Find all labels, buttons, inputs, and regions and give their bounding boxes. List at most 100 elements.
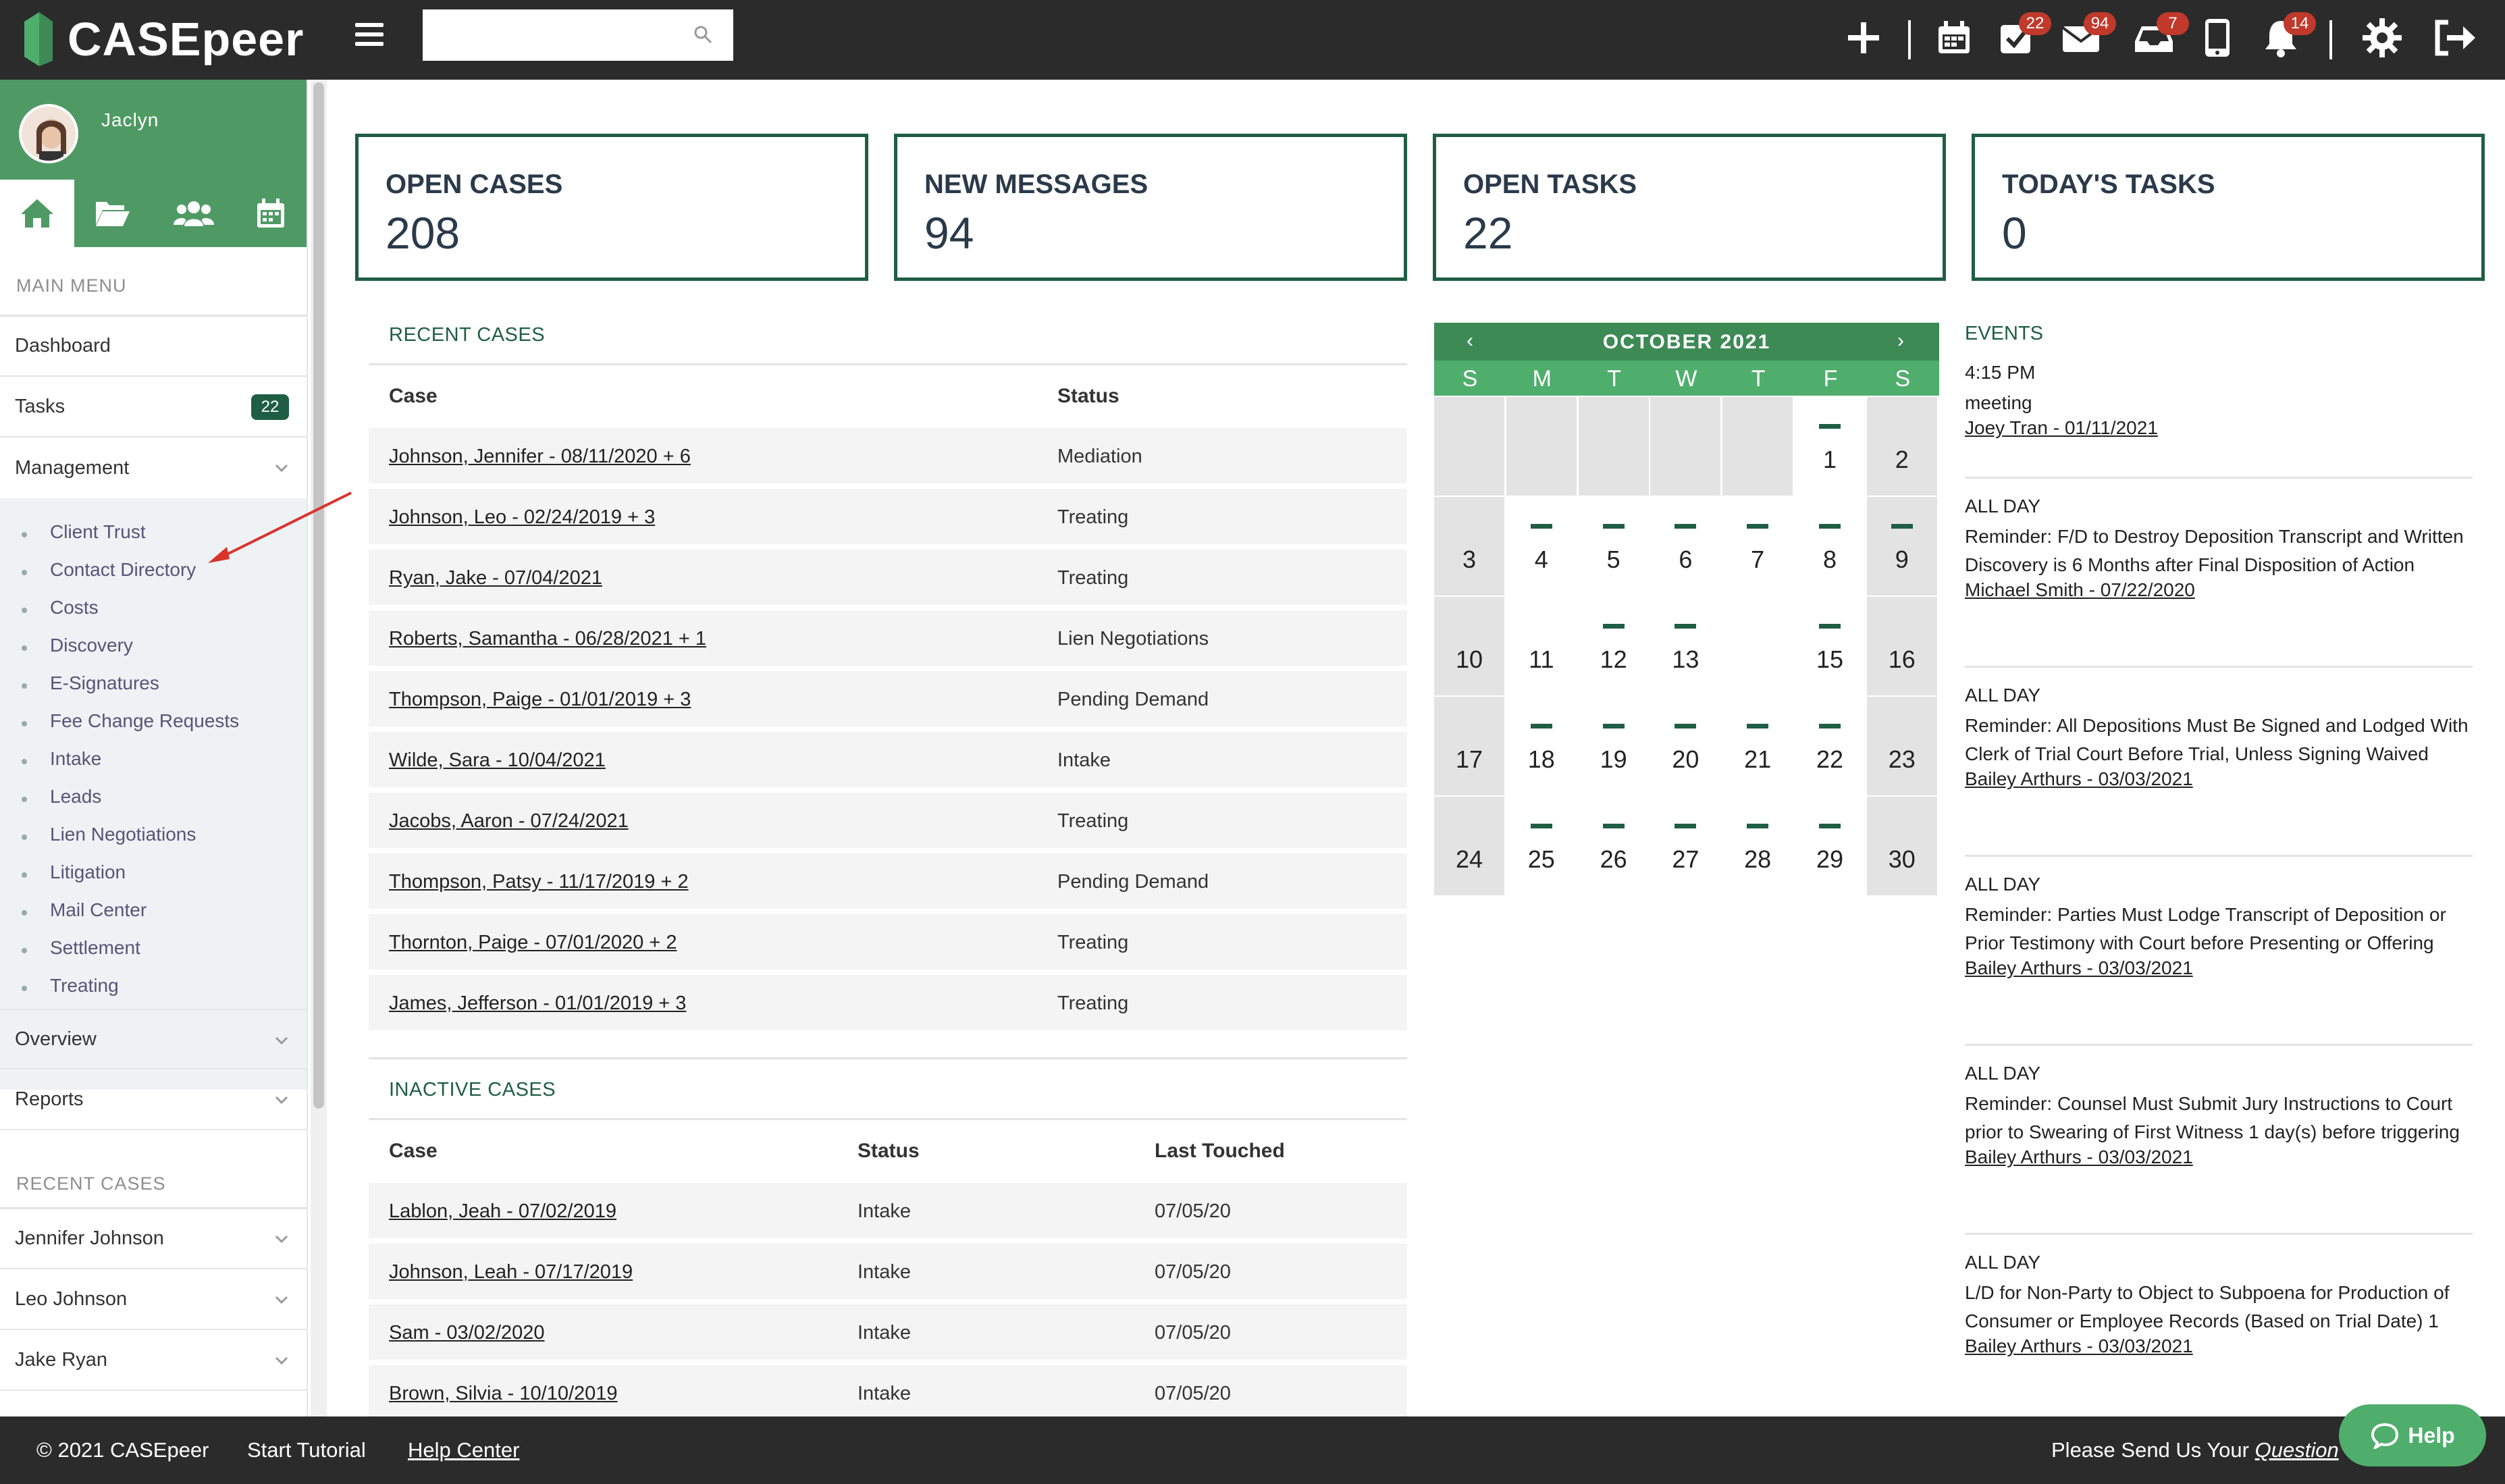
- recent-case-item[interactable]: Leo Johnson: [0, 1269, 307, 1330]
- submenu-item-contact-directory[interactable]: Contact Directory: [50, 559, 196, 580]
- gear-icon[interactable]: [2361, 16, 2404, 59]
- stat-card-new-messages[interactable]: NEW MESSAGES 94: [894, 134, 1407, 281]
- calendar-day-21[interactable]: 21: [1722, 697, 1793, 795]
- calendar-day-11[interactable]: 11: [1506, 597, 1577, 695]
- calendar-day-30[interactable]: 30: [1866, 797, 1937, 895]
- plus-icon[interactable]: [1842, 16, 1885, 59]
- search-input[interactable]: [423, 9, 733, 61]
- calendar-day-20[interactable]: 20: [1650, 697, 1721, 795]
- cases-tab[interactable]: [76, 180, 150, 247]
- event-case-link[interactable]: Michael Smith - 07/22/2020: [1965, 579, 2195, 600]
- submenu-item-client-trust[interactable]: Client Trust: [50, 521, 146, 542]
- calendar-day-12[interactable]: 12: [1578, 597, 1649, 695]
- calendar-icon[interactable]: [1932, 16, 1976, 59]
- home-tab[interactable]: [0, 180, 74, 247]
- calendar-day-9[interactable]: 9: [1866, 497, 1937, 595]
- avatar[interactable]: [19, 104, 78, 163]
- calendar-day-6[interactable]: 6: [1650, 497, 1721, 595]
- hamburger-menu-icon[interactable]: [355, 23, 384, 47]
- sidebar-item-overview[interactable]: Overview: [0, 1009, 307, 1069]
- case-link[interactable]: Lablon, Jeah - 07/02/2019: [389, 1200, 616, 1222]
- submenu-item-fee-change-requests[interactable]: Fee Change Requests: [50, 710, 240, 731]
- calendar-day-19[interactable]: 19: [1578, 697, 1649, 795]
- sidebar-scrollbar[interactable]: [311, 80, 327, 1416]
- submenu-item-intake[interactable]: Intake: [50, 748, 102, 769]
- case-link[interactable]: Brown, Silvia - 10/10/2019: [389, 1383, 618, 1404]
- start-tutorial-link[interactable]: Start Tutorial: [247, 1438, 366, 1462]
- recent-case-item[interactable]: Jennifer Johnson: [0, 1209, 307, 1269]
- submenu-item-lien-negotiations[interactable]: Lien Negotiations: [50, 824, 196, 845]
- case-link[interactable]: Wilde, Sara - 10/04/2021: [389, 749, 606, 771]
- bell-icon[interactable]: 14: [2259, 12, 2316, 59]
- case-link[interactable]: Johnson, Leo - 02/24/2019 + 3: [389, 506, 656, 528]
- calendar-day-14[interactable]: 14: [1722, 597, 1793, 695]
- calendar-day-29[interactable]: 29: [1795, 797, 1865, 895]
- calendar-day-13[interactable]: 13: [1650, 597, 1721, 695]
- submenu-item-settlement[interactable]: Settlement: [50, 937, 140, 958]
- help-center-link[interactable]: Help Center: [408, 1438, 520, 1462]
- calendar-day-4[interactable]: 4: [1506, 497, 1577, 595]
- case-link[interactable]: Thompson, Paige - 01/01/2019 + 3: [389, 689, 691, 710]
- event-case-link[interactable]: Bailey Arthurs - 03/03/2021: [1965, 1146, 2193, 1167]
- submenu-item-discovery[interactable]: Discovery: [50, 635, 133, 656]
- case-link[interactable]: Johnson, Jennifer - 08/11/2020 + 6: [389, 446, 691, 467]
- case-link[interactable]: Roberts, Samantha - 06/28/2021 + 1: [389, 628, 706, 650]
- tasks-icon[interactable]: 22: [1995, 12, 2051, 59]
- calendar-day-27[interactable]: 27: [1650, 797, 1721, 895]
- column-header-case[interactable]: Case: [389, 385, 438, 407]
- sidebar-item-management[interactable]: Management: [0, 438, 307, 498]
- event-case-link[interactable]: Bailey Arthurs - 03/03/2021: [1965, 957, 2193, 978]
- stat-card-open-cases[interactable]: OPEN CASES 208: [355, 134, 868, 281]
- event-case-link[interactable]: Bailey Arthurs - 03/03/2021: [1965, 768, 2193, 789]
- recent-case-item[interactable]: Jake Ryan: [0, 1330, 307, 1391]
- inbox-icon[interactable]: 7: [2132, 12, 2189, 59]
- calendar-day-2[interactable]: 2: [1866, 397, 1937, 496]
- mobile-icon[interactable]: [2196, 16, 2239, 59]
- calendar-day-25[interactable]: 25: [1506, 797, 1577, 895]
- calendar-next-button[interactable]: ›: [1897, 329, 1904, 352]
- calendar-day-17[interactable]: 17: [1434, 697, 1504, 795]
- help-button[interactable]: Help: [2339, 1404, 2486, 1466]
- casepeer-logo[interactable]: CASEpeer: [19, 5, 304, 73]
- contacts-tab[interactable]: [157, 180, 231, 247]
- submenu-item-costs[interactable]: Costs: [50, 597, 99, 618]
- sidebar-item-tasks[interactable]: Tasks 22: [0, 377, 307, 438]
- submenu-item-leads[interactable]: Leads: [50, 786, 102, 807]
- column-header-case[interactable]: Case: [389, 1140, 438, 1162]
- calendar-day-5[interactable]: 5: [1578, 497, 1649, 595]
- calendar-day-22[interactable]: 22: [1795, 697, 1865, 795]
- case-link[interactable]: Ryan, Jake - 07/04/2021: [389, 567, 602, 589]
- calendar-tab[interactable]: [234, 180, 307, 247]
- case-link[interactable]: Jacobs, Aaron - 07/24/2021: [389, 810, 629, 832]
- calendar-day-1[interactable]: 1: [1795, 397, 1865, 496]
- column-header-last-touched[interactable]: Last Touched: [1155, 1140, 1285, 1162]
- column-header-status[interactable]: Status: [858, 1140, 920, 1162]
- mail-icon[interactable]: 94: [2059, 12, 2116, 59]
- case-link[interactable]: Thompson, Patsy - 11/17/2019 + 2: [389, 871, 689, 893]
- calendar-day-26[interactable]: 26: [1578, 797, 1649, 895]
- send-question-link[interactable]: Question: [2254, 1438, 2339, 1462]
- event-case-link[interactable]: Joey Tran - 01/11/2021: [1965, 417, 2158, 438]
- calendar-day-23[interactable]: 23: [1866, 697, 1937, 795]
- calendar-day-8[interactable]: 8: [1795, 497, 1865, 595]
- stat-card-todays-tasks[interactable]: TODAY'S TASKS 0: [1972, 134, 2485, 281]
- calendar-day-7[interactable]: 7: [1722, 497, 1793, 595]
- calendar-day-15[interactable]: 15: [1795, 597, 1865, 695]
- column-header-status[interactable]: Status: [1057, 385, 1119, 407]
- case-link[interactable]: Sam - 03/02/2020: [389, 1322, 545, 1344]
- case-link[interactable]: James, Jefferson - 01/01/2019 + 3: [389, 992, 687, 1014]
- submenu-item-litigation[interactable]: Litigation: [50, 862, 126, 882]
- calendar-day-16[interactable]: 16: [1866, 597, 1937, 695]
- logout-icon[interactable]: [2433, 16, 2477, 59]
- submenu-item-mail-center[interactable]: Mail Center: [50, 899, 147, 920]
- submenu-item-e-signatures[interactable]: E-Signatures: [50, 672, 159, 693]
- scrollbar-thumb[interactable]: [313, 82, 324, 1109]
- calendar-day-24[interactable]: 24: [1434, 797, 1504, 895]
- calendar-prev-button[interactable]: ‹: [1467, 329, 1473, 352]
- calendar-day-18[interactable]: 18: [1506, 697, 1577, 795]
- calendar-day-10[interactable]: 10: [1434, 597, 1504, 695]
- stat-card-open-tasks[interactable]: OPEN TASKS 22: [1433, 134, 1946, 281]
- submenu-item-treating[interactable]: Treating: [50, 975, 119, 996]
- sidebar-item-reports[interactable]: Reports: [0, 1069, 307, 1130]
- case-link[interactable]: Johnson, Leah - 07/17/2019: [389, 1261, 633, 1283]
